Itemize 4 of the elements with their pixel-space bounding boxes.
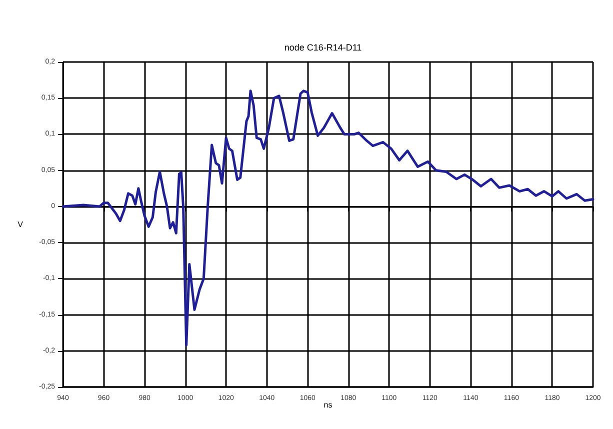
y-axis-title: V (18, 220, 24, 229)
chart-title: node C16-R14-D11 (284, 42, 362, 52)
x-axis-title: ns (324, 400, 332, 410)
line-series (62, 90, 594, 346)
